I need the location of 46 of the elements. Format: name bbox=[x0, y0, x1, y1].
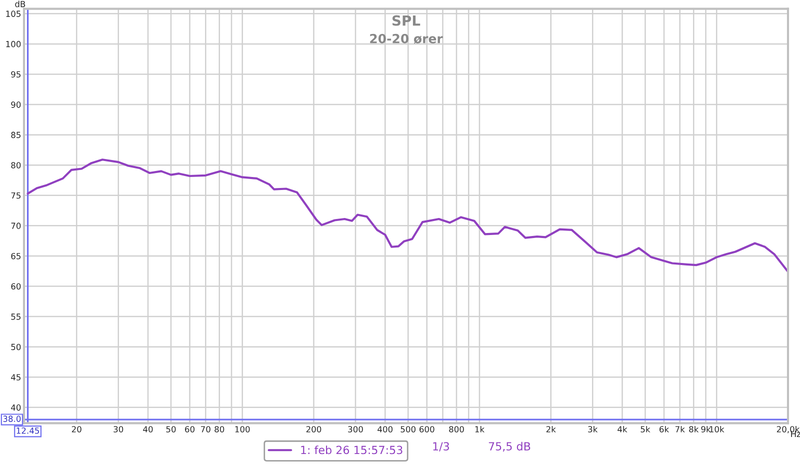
y-tick-label: 75 bbox=[11, 192, 20, 199]
x-tick-label: 3k bbox=[588, 426, 598, 432]
y-tick-label: 90 bbox=[11, 102, 21, 108]
y-tick-label: 50 bbox=[11, 344, 21, 350]
x-tick-label: 800 bbox=[449, 426, 464, 432]
x-tick-label: 1k bbox=[475, 426, 485, 432]
y-tick-label: 40 bbox=[11, 404, 21, 411]
y-axis-title: dB bbox=[15, 0, 26, 8]
x-tick-label: 500 bbox=[400, 426, 416, 432]
text: 20-20 ører bbox=[370, 34, 443, 44]
y-tick-label: 65 bbox=[11, 252, 20, 260]
y-tick-label: 70 bbox=[11, 222, 21, 229]
x-tick-label: 300 bbox=[348, 426, 363, 432]
y-tick-label: 80 bbox=[11, 162, 21, 168]
y-tick-label: 45 bbox=[11, 374, 20, 380]
x-tick-label: 7k bbox=[676, 426, 685, 432]
ref-line-label: 38.0 bbox=[3, 416, 21, 422]
y-tick-label: 85 bbox=[11, 132, 20, 138]
y-tick-label: 95 bbox=[11, 71, 20, 78]
x-tick-label: 10k bbox=[710, 426, 724, 432]
x-tick-label: 600 bbox=[420, 426, 434, 432]
x-tick-label: 2k bbox=[546, 426, 556, 432]
y-tick-label: 100 bbox=[6, 40, 21, 48]
chart-title: SPL bbox=[392, 15, 420, 26]
x-tick-label: 80 bbox=[214, 426, 224, 432]
text: 75,5 dB bbox=[488, 442, 530, 452]
x-tick-label: 70 bbox=[201, 426, 210, 432]
y-tick-label: 60 bbox=[11, 283, 21, 290]
ref-line-label: 12.45 bbox=[16, 427, 39, 434]
y-tick-label: 105 bbox=[6, 10, 20, 17]
x-tick-label: 100 bbox=[235, 426, 250, 432]
x-tick-label: 50 bbox=[166, 426, 176, 432]
x-tick-label: 30 bbox=[114, 426, 124, 432]
x-tick-label: 60 bbox=[185, 426, 194, 432]
y-tick-label: 55 bbox=[11, 314, 20, 320]
x-tick-label: 8k bbox=[689, 426, 699, 432]
x-tick-label: 400 bbox=[378, 426, 393, 432]
x-tick-label: 4k bbox=[618, 426, 628, 432]
x-tick-label: 9k bbox=[701, 426, 711, 432]
x-tick-label: 6k bbox=[660, 426, 670, 432]
text: 1/3 bbox=[433, 442, 449, 452]
x-tick-label: 40 bbox=[143, 426, 153, 432]
x-tick-label: 5k bbox=[640, 426, 650, 432]
x-tick-label: 200 bbox=[306, 426, 322, 432]
legend-label: 1: feb 26 15:57:53 bbox=[301, 446, 402, 454]
x-tick-label: 20 bbox=[72, 426, 82, 432]
